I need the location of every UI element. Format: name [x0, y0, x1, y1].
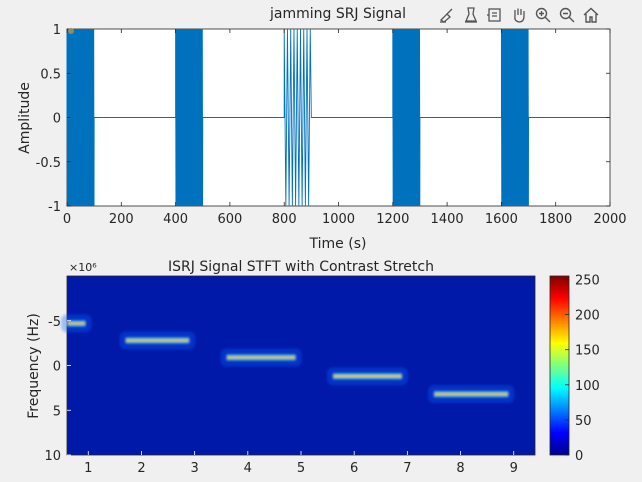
colorbar-tick-label: 0	[575, 449, 583, 464]
y-tick-label: -1	[48, 200, 61, 215]
stft-plot-area	[66, 275, 536, 456]
signal-x-ticks: 0 200 400 600 800 1000 1200 1400 1600 1800 2000	[63, 29, 627, 227]
signal-line	[66, 28, 610, 207]
stft-x-ticks: 1 2 3 4 5 6 7 8 9	[84, 451, 518, 476]
x-tick-label: 0	[63, 212, 71, 227]
y-tick-label: 1	[53, 23, 61, 38]
colorbar-tick-label: 250	[575, 274, 600, 289]
colorbar-tick-label: 150	[575, 344, 600, 359]
signal-ylabel: Amplitude	[17, 82, 33, 154]
x-tick-label: 2000	[593, 212, 626, 227]
y-tick-label: 0	[53, 112, 61, 127]
stft-ylabel: Frequency (Hz)	[26, 313, 42, 419]
zoom-in-icon[interactable]	[532, 4, 554, 26]
brush-icon[interactable]	[436, 4, 458, 26]
x-tick-label: 6	[350, 461, 358, 476]
pan-icon[interactable]	[484, 4, 506, 26]
stft-stripe	[433, 389, 509, 399]
signal-xlabel: Time (s)	[309, 236, 367, 252]
data-tips-icon[interactable]	[460, 4, 482, 26]
colorbar-ticks: 0 50 100 150 200 250	[565, 274, 600, 464]
colorbar-tick-label: 50	[575, 414, 592, 429]
signal-axes[interactable]: 0 200 400 600 800 1000 1200 1400 1600 1800 2000 -1…	[17, 6, 627, 252]
x-tick-label: 600	[217, 212, 242, 227]
x-tick-label: 3	[190, 461, 198, 476]
stft-stripe	[125, 335, 190, 345]
x-tick-label: 1600	[485, 212, 518, 227]
y-tick-label: -0.5	[36, 156, 61, 171]
x-tick-label: 8	[456, 461, 464, 476]
y-tick-label: 0	[53, 360, 61, 375]
x-tick-label: 1800	[539, 212, 572, 227]
x-tick-label: 7	[403, 461, 411, 476]
y-tick-label: 0.5	[40, 67, 61, 82]
signal-title: jamming SRJ Signal	[269, 6, 406, 22]
x-tick-label: 1400	[431, 212, 464, 227]
x-tick-label: 400	[163, 212, 188, 227]
datatip-marker[interactable]	[68, 28, 74, 34]
home-icon[interactable]	[580, 4, 602, 26]
y-tick-label: 10	[44, 449, 61, 464]
x-tick-label: 1	[84, 461, 92, 476]
x-tick-label: 1000	[322, 212, 355, 227]
stft-axes[interactable]: 1 2 3 4 5 6 7 8 9 -5 0 5 10 ISRJ Signal STFT with C…	[26, 259, 536, 476]
stft-stripes	[61, 314, 515, 404]
colorbar-gradient	[549, 275, 570, 456]
stft-stripe	[332, 371, 403, 381]
hand-pan-icon[interactable]	[508, 4, 530, 26]
x-tick-label: 1200	[376, 212, 409, 227]
colorbar-tick-label: 200	[575, 309, 600, 324]
colorbar[interactable]: 0 50 100 150 200 250	[549, 274, 600, 464]
x-tick-label: 200	[109, 212, 134, 227]
x-tick-label: 5	[297, 461, 305, 476]
x-tick-label: 4	[244, 461, 252, 476]
signal-y-ticks: -1 -0.5 0 0.5 1	[36, 23, 610, 215]
stft-y-ticks: -5 0 5 10	[44, 315, 71, 464]
x-tick-label: 9	[510, 461, 518, 476]
stft-y-exponent: ×10⁶	[69, 261, 97, 274]
x-tick-label: 2	[137, 461, 145, 476]
x-tick-label: 800	[272, 212, 297, 227]
colorbar-tick-label: 100	[575, 379, 600, 394]
zoom-out-icon[interactable]	[556, 4, 578, 26]
stft-title: ISRJ Signal STFT with Contrast Stretch	[168, 259, 434, 275]
signal-series	[66, 28, 610, 207]
y-tick-label: -5	[48, 315, 61, 330]
axes-toolbar	[436, 4, 602, 26]
y-tick-label: 5	[53, 404, 61, 419]
stft-stripe	[67, 318, 86, 328]
stft-stripe	[226, 352, 296, 362]
